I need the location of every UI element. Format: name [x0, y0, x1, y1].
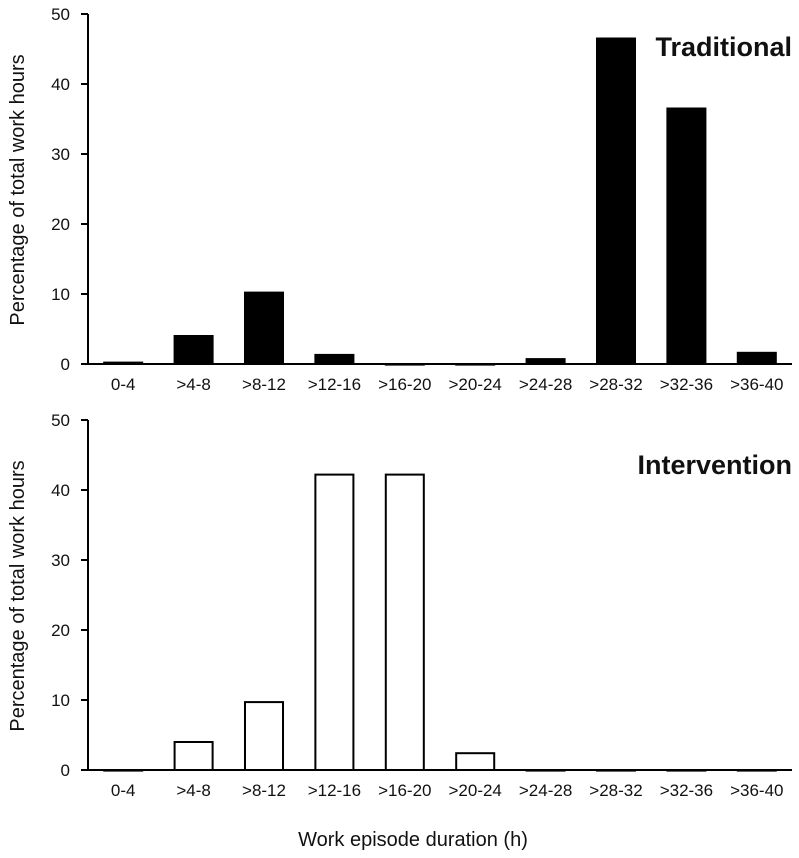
traditional-x-tick-label-12-16: >12-16	[308, 375, 361, 394]
traditional-y-tick-label-40: 40	[51, 75, 70, 94]
traditional-panel: Traditional Percentage of total work hou…	[7, 5, 792, 394]
intervention-y-tick-label-30: 30	[51, 551, 70, 570]
traditional-y-tick-label-0: 0	[61, 355, 70, 374]
intervention-y-tick-label-10: 10	[51, 691, 70, 710]
intervention-y-tick-label-40: 40	[51, 481, 70, 500]
intervention-x-tick-label-20-24: >20-24	[448, 781, 501, 800]
traditional-y-tick-label-30: 30	[51, 145, 70, 164]
traditional-x-tick-label-20-24: >20-24	[448, 375, 501, 394]
intervention-y-tick-label-20: 20	[51, 621, 70, 640]
intervention-bar-12-16	[314, 473, 355, 771]
intervention-y-axis-title: Percentage of total work hours	[7, 460, 29, 731]
traditional-panel-title: Traditional	[655, 32, 792, 62]
traditional-bar-36-40	[736, 351, 777, 365]
traditional-bar-32-36	[666, 107, 707, 365]
traditional-x-tick-label-4-8: >4-8	[176, 375, 211, 394]
traditional-bar-8-12	[243, 291, 285, 366]
intervention-panel: Intervention Percentage of total work ho…	[7, 411, 792, 851]
traditional-x-tick-label-0-4: 0-4	[111, 375, 136, 394]
traditional-x-tick-label-24-28: >24-28	[519, 375, 572, 394]
intervention-panel-title: Intervention	[637, 450, 792, 480]
intervention-x-tick-label-36-40: >36-40	[730, 781, 783, 800]
traditional-y-tick-label-10: 10	[51, 285, 70, 304]
traditional-y-tick-label-20: 20	[51, 215, 70, 234]
intervention-x-tick-label-12-16: >12-16	[308, 781, 361, 800]
traditional-x-tick-label-36-40: >36-40	[730, 375, 783, 394]
traditional-x-tick-label-16-20: >16-20	[378, 375, 431, 394]
traditional-bar-28-32	[595, 37, 637, 365]
intervention-y-tick-label-0: 0	[61, 761, 70, 780]
intervention-bar-4-8	[173, 741, 214, 771]
intervention-x-tick-label-32-36: >32-36	[660, 781, 713, 800]
traditional-x-tick-label-32-36: >32-36	[660, 375, 713, 394]
intervention-x-tick-label-0-4: 0-4	[111, 781, 136, 800]
intervention-x-tick-label-16-20: >16-20	[378, 781, 431, 800]
intervention-bar-8-12	[243, 701, 285, 771]
intervention-y-tick-label-50: 50	[51, 411, 70, 430]
traditional-x-tick-label-8-12: >8-12	[242, 375, 286, 394]
intervention-x-tick-label-4-8: >4-8	[176, 781, 211, 800]
intervention-bar-20-24	[455, 752, 496, 772]
traditional-x-tick-label-28-32: >28-32	[589, 375, 642, 394]
intervention-x-tick-label-28-32: >28-32	[589, 781, 642, 800]
traditional-y-axis-title: Percentage of total work hours	[7, 54, 29, 325]
traditional-bar-4-8	[173, 335, 214, 365]
traditional-y-tick-label-50: 50	[51, 5, 70, 24]
intervention-bar-16-20	[384, 473, 425, 771]
x-axis-title: Work episode duration (h)	[298, 829, 528, 851]
intervention-x-tick-label-24-28: >24-28	[519, 781, 572, 800]
traditional-bar-12-16	[314, 353, 355, 365]
intervention-x-tick-label-8-12: >8-12	[242, 781, 286, 800]
